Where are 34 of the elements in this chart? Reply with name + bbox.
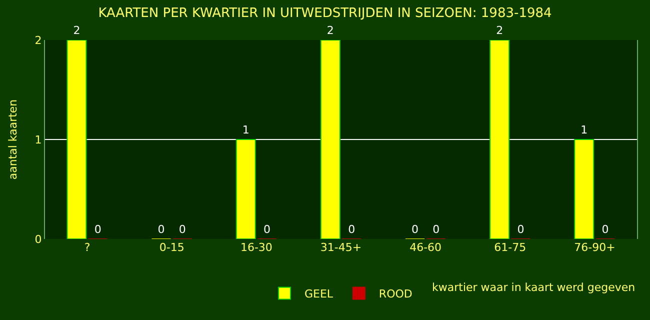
- data-label: 0: [517, 223, 524, 236]
- legend-label: ROOD: [378, 288, 412, 301]
- chart-title: KAARTEN PER KWARTIER IN UITWEDSTRIJDEN IN SEIZOEN: 1983-1984: [98, 6, 552, 22]
- data-label: 2: [326, 24, 334, 37]
- y-tick-label: 1: [34, 133, 42, 146]
- bar: [574, 139, 594, 239]
- data-label: 2: [496, 24, 504, 37]
- data-label: 0: [432, 223, 440, 236]
- data-label: 0: [158, 223, 165, 236]
- x-tick-label: 16-30: [240, 241, 272, 254]
- x-tick-label: ?: [84, 241, 90, 254]
- x-tick-label: 0-15: [159, 241, 184, 254]
- y-tick-label: 0: [34, 232, 42, 246]
- data-label: 0: [602, 223, 609, 236]
- y-axis-title: aantal kaarten: [6, 99, 20, 180]
- data-label: 0: [412, 223, 418, 236]
- data-label: 1: [242, 124, 250, 136]
- x-tick-label: 31-45+: [320, 241, 362, 254]
- bar: [66, 40, 87, 239]
- x-tick-label: 46-60: [410, 241, 442, 254]
- bar: [320, 40, 340, 239]
- data-label: 1: [580, 124, 588, 136]
- legend-label: GEEL: [304, 288, 334, 301]
- data-label: 0: [178, 223, 186, 236]
- x-tick-label: 76-90+: [574, 241, 616, 254]
- bar: [236, 139, 256, 239]
- y-tick-label: 2: [34, 34, 42, 47]
- x-tick-label: 61-75: [494, 241, 526, 254]
- bar: [490, 40, 510, 239]
- data-label: 2: [73, 24, 80, 37]
- x-axis-title: kwartier waar in kaart werd gegeven: [432, 281, 636, 294]
- data-label: 0: [94, 223, 102, 236]
- data-label: 0: [264, 223, 270, 236]
- data-label: 0: [348, 223, 356, 236]
